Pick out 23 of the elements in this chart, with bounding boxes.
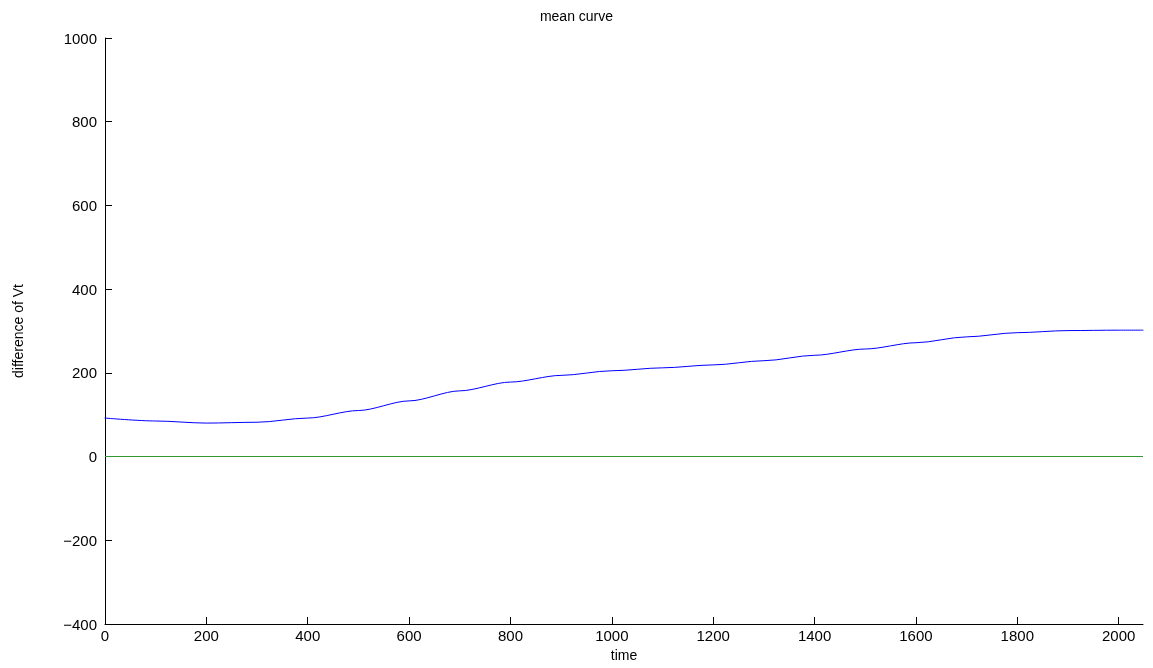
x-tick-label: 1200 bbox=[696, 627, 730, 644]
y-tick-label: 600 bbox=[71, 196, 97, 214]
x-tick-label: 400 bbox=[295, 627, 321, 644]
line-series bbox=[104, 329, 1144, 424]
x-tick-label: 2000 bbox=[1101, 627, 1136, 644]
chart-title: mean curve bbox=[539, 8, 614, 24]
y-tick-label: −400 bbox=[63, 615, 97, 633]
y-tick-label: 400 bbox=[71, 280, 97, 298]
x-tick-label: 1800 bbox=[1000, 627, 1034, 644]
x-tick-label: 1400 bbox=[797, 627, 832, 644]
y-tick-label: 1000 bbox=[63, 29, 97, 47]
y-tick-label: −200 bbox=[63, 531, 97, 549]
y-tick-label: 800 bbox=[71, 113, 97, 131]
x-tick-label: 600 bbox=[396, 627, 422, 644]
y-axis-title: difference of Vt bbox=[10, 283, 26, 378]
x-tick-label: 200 bbox=[193, 627, 219, 644]
x-tick-label: 0 bbox=[100, 627, 110, 644]
x-axis-title: time bbox=[610, 646, 638, 663]
x-tick-label: 800 bbox=[497, 627, 523, 644]
x-tick-label: 1600 bbox=[899, 627, 933, 644]
y-tick-label: 0 bbox=[88, 448, 97, 466]
x-tick-label: 1000 bbox=[595, 627, 629, 644]
y-tick-label: 200 bbox=[71, 364, 97, 382]
